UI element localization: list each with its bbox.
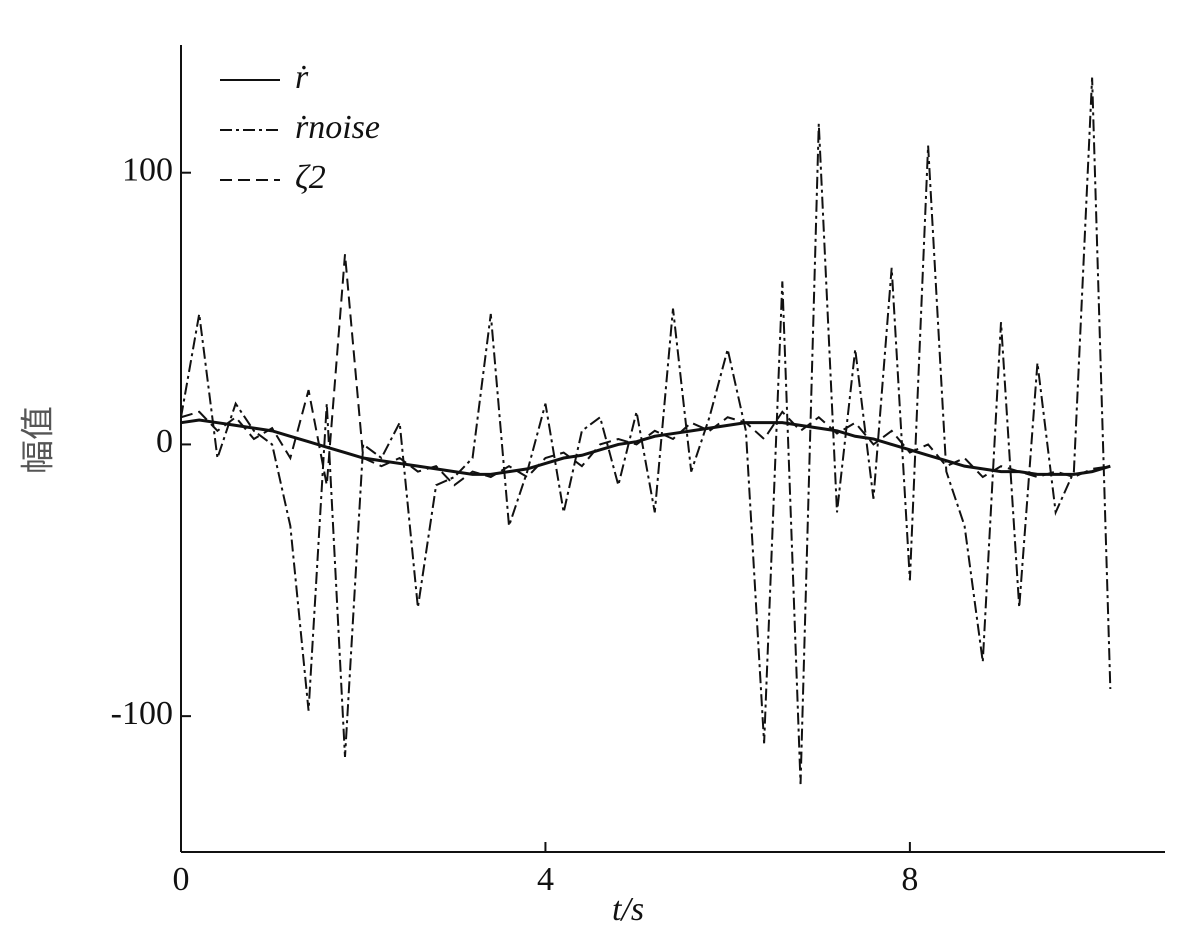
- series-line: [180, 77, 1112, 785]
- legend-label: ṙ: [295, 59, 309, 96]
- y-axis-label: 幅值: [19, 406, 59, 474]
- legend-label: ζ2: [295, 159, 326, 196]
- y-tick-label: -100: [111, 695, 173, 732]
- y-tick-label: 0: [156, 423, 173, 460]
- x-tick-label: 4: [537, 861, 554, 898]
- legend-label: ṙnoise: [295, 109, 380, 146]
- y-tick-label: 100: [122, 152, 173, 189]
- series-line: [180, 418, 1111, 476]
- series-line: [180, 254, 1111, 487]
- x-tick-label: 8: [901, 861, 918, 898]
- x-tick-label: 0: [173, 861, 190, 898]
- x-axis-label: t/s: [612, 891, 644, 928]
